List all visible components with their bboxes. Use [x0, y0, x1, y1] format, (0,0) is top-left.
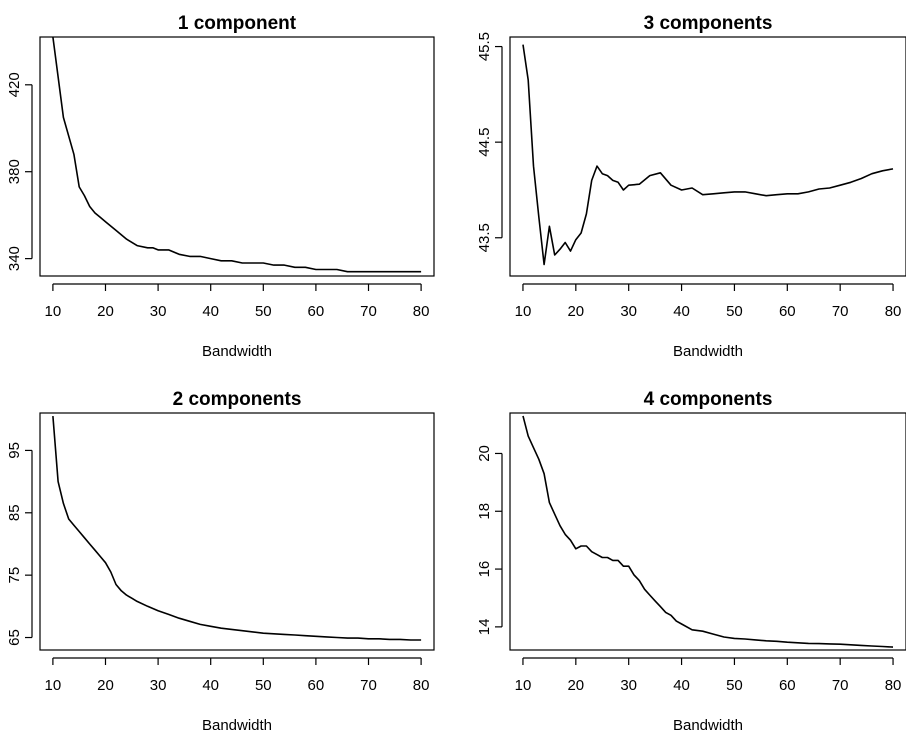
y-tick-label: 18 — [476, 503, 493, 520]
x-axis-label: Bandwidth — [673, 343, 743, 360]
plot-frame — [509, 412, 906, 651]
x-tick-label: 60 — [779, 303, 796, 320]
x-tick-label: 10 — [45, 303, 62, 320]
chart-panel-4: 4 components 10 20 30 40 50 60 70 80 Bandwidth 14 1… — [476, 389, 906, 733]
y-tick-label: 14 — [476, 619, 493, 636]
x-axis-label: Bandwidth — [202, 343, 272, 360]
x-tick-label: 10 — [45, 677, 62, 694]
plot-frame — [39, 36, 435, 277]
x-tick-label: 50 — [726, 677, 743, 694]
x-tick-label: 50 — [726, 303, 743, 320]
y-tick-label: 45.5 — [476, 32, 493, 61]
chart-title: 1 component — [178, 13, 297, 34]
x-tick-label: 40 — [202, 677, 219, 694]
x-tick-label: 40 — [673, 677, 690, 694]
x-tick-label: 20 — [567, 677, 584, 694]
y-tick-label: 420 — [6, 72, 23, 97]
x-tick-label: 40 — [202, 303, 219, 320]
chart-panel-3: 2 components 10 20 30 40 50 60 70 80 Bandwidth 65 7… — [6, 389, 435, 733]
x-tick-label: 70 — [360, 303, 377, 320]
x-tick-label: 30 — [620, 303, 637, 320]
y-tick-label: 340 — [6, 246, 23, 271]
plot-frame — [39, 412, 435, 651]
chart-panel-1: 1 component 10 20 30 40 50 60 70 80 Bandwidth 340 3… — [6, 13, 435, 360]
x-tick-label: 80 — [413, 303, 430, 320]
y-tick-label: 380 — [6, 159, 23, 184]
chart-panel-2: 3 components 10 20 30 40 50 60 70 80 Bandwidth 43.… — [476, 13, 906, 360]
y-tick-label: 85 — [6, 504, 23, 521]
series-line — [52, 416, 422, 641]
x-tick-label: 60 — [308, 303, 325, 320]
chart-title: 4 components — [644, 389, 773, 410]
x-tick-label: 60 — [779, 677, 796, 694]
x-tick-label: 30 — [150, 677, 167, 694]
series-line — [522, 415, 894, 648]
x-tick-label: 50 — [255, 677, 272, 694]
y-tick-label: 16 — [476, 561, 493, 578]
x-tick-label: 60 — [308, 677, 325, 694]
y-tick-label: 65 — [6, 629, 23, 646]
x-tick-label: 20 — [97, 303, 114, 320]
x-tick-label: 70 — [832, 677, 849, 694]
x-axis-label: Bandwidth — [673, 717, 743, 733]
x-tick-label: 70 — [360, 677, 377, 694]
x-tick-label: 10 — [515, 677, 532, 694]
chart-title: 3 components — [644, 13, 773, 34]
x-tick-label: 80 — [885, 303, 902, 320]
y-tick-label: 95 — [6, 442, 23, 459]
x-tick-label: 70 — [832, 303, 849, 320]
x-tick-label: 50 — [255, 303, 272, 320]
chart-title: 2 components — [173, 389, 302, 410]
series-line — [52, 36, 422, 273]
series-line — [522, 44, 894, 266]
y-tick-label: 44.5 — [476, 128, 493, 157]
x-tick-label: 30 — [620, 677, 637, 694]
y-tick-label: 75 — [6, 567, 23, 584]
x-tick-label: 30 — [150, 303, 167, 320]
y-tick-label: 43.5 — [476, 223, 493, 252]
x-tick-label: 40 — [673, 303, 690, 320]
plot-frame — [509, 36, 906, 277]
y-tick-label: 20 — [476, 445, 493, 462]
x-tick-label: 10 — [515, 303, 532, 320]
x-axis-label: Bandwidth — [202, 717, 272, 733]
x-tick-label: 20 — [97, 677, 114, 694]
x-tick-label: 20 — [567, 303, 584, 320]
x-tick-label: 80 — [413, 677, 430, 694]
x-tick-label: 80 — [885, 677, 902, 694]
